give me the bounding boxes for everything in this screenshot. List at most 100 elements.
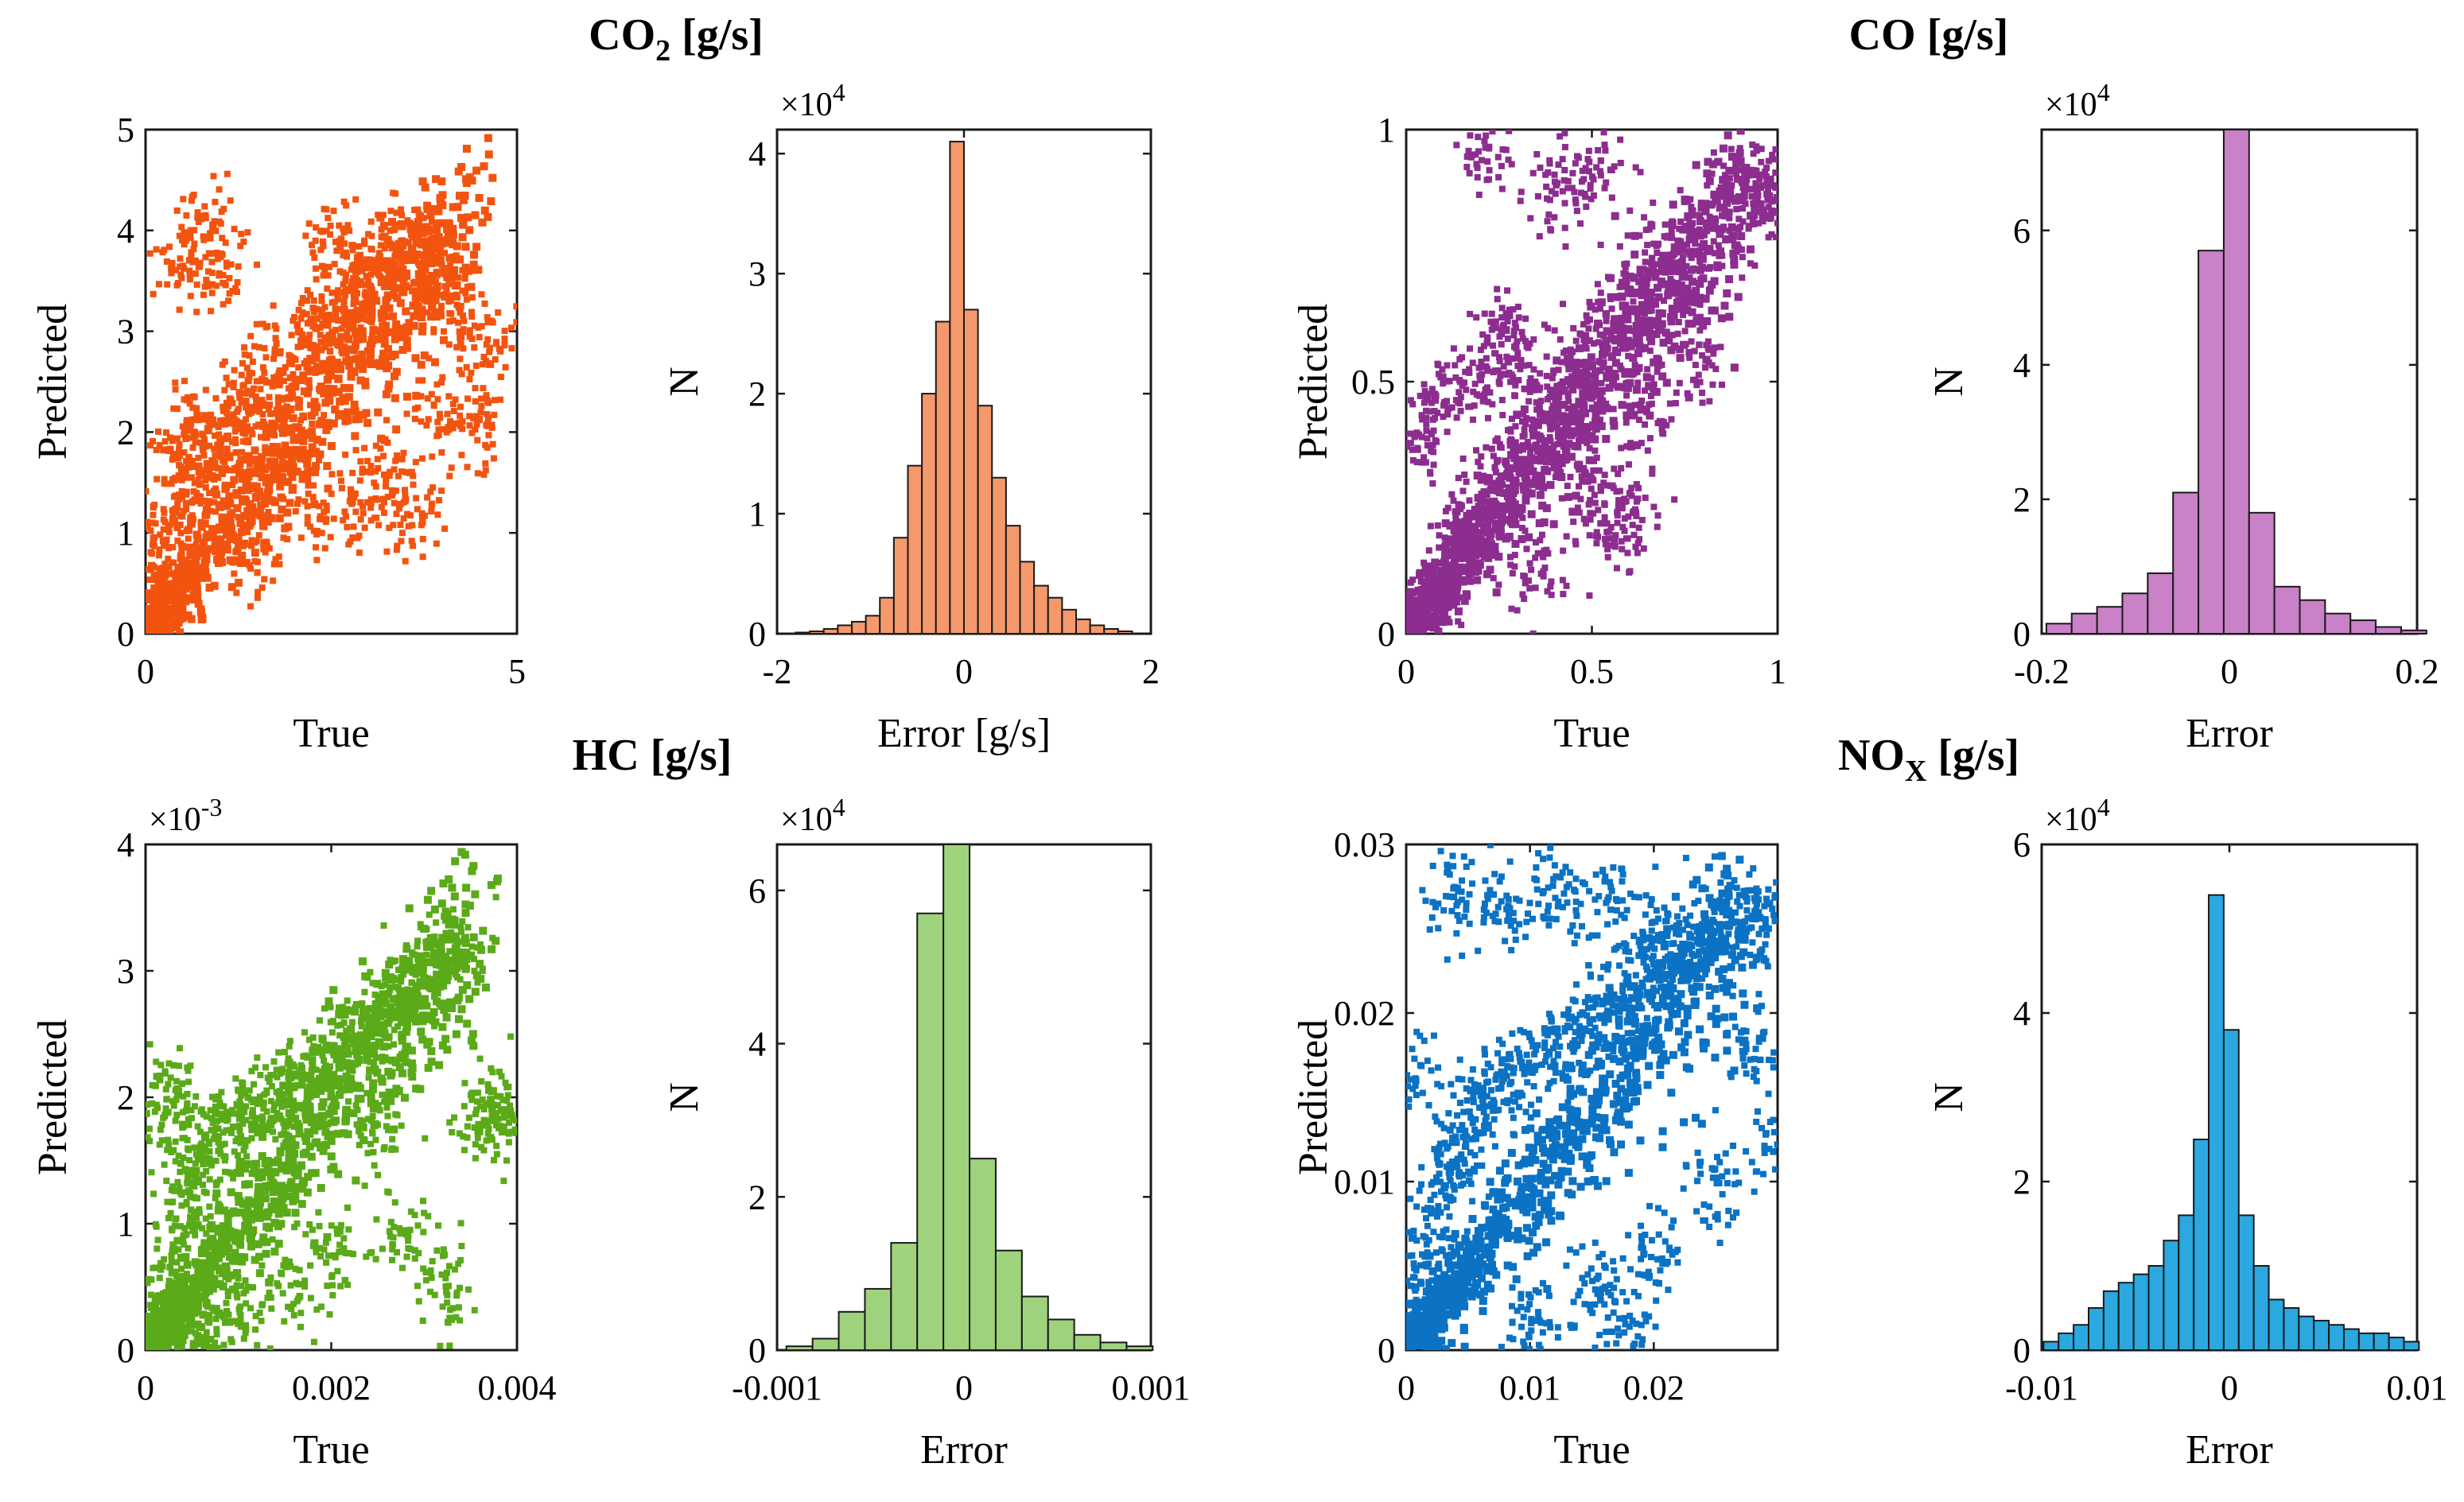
co2-scatter-point — [314, 344, 321, 351]
co-scatter-point — [1558, 436, 1567, 444]
co2-scatter-point — [383, 548, 391, 555]
co2-scatter-point — [172, 492, 179, 499]
co-scatter-point — [1520, 456, 1529, 464]
co-scatter-point — [1420, 381, 1428, 388]
co-scatter-point — [1693, 314, 1702, 323]
co-scatter-point — [1641, 214, 1648, 221]
co2-scatter-point — [472, 426, 479, 433]
co-scatter-point — [1533, 406, 1541, 413]
co-scatter-point — [1452, 534, 1460, 543]
co-scatter-point — [1761, 206, 1768, 213]
co2-scatter-point — [295, 375, 304, 384]
co-scatter-point — [1706, 265, 1713, 272]
co-scatter-point — [1654, 512, 1661, 519]
co2-scatter-point — [321, 304, 328, 311]
co2-scatter-point — [303, 429, 312, 437]
co2-scatter-point — [289, 413, 297, 422]
co-scatter-point — [1662, 378, 1671, 387]
co2-scatter-point — [273, 340, 280, 347]
co-scatter-point — [1420, 585, 1429, 594]
co2-scatter-point — [336, 305, 343, 312]
co-scatter-point — [1485, 508, 1494, 517]
co-scatter-point — [1632, 506, 1639, 513]
co-scatter-point — [1704, 157, 1712, 166]
co2-scatter-point — [308, 443, 317, 452]
co2-scatter-point — [165, 613, 173, 622]
co2-scatter-point — [278, 473, 287, 482]
co2-scatter-point — [379, 278, 387, 286]
co-scatter-point — [1514, 355, 1522, 362]
co2-scatter-point — [262, 426, 269, 433]
co2-scatter-point — [272, 475, 281, 483]
co-scatter-point — [1458, 535, 1467, 544]
co-scatter-point — [1706, 398, 1713, 405]
co2-scatter-point — [398, 324, 406, 333]
co2-scatter-point — [359, 465, 366, 472]
co2-scatter-point — [472, 243, 481, 251]
co-scatter-point — [1590, 379, 1599, 388]
co-scatter-point — [1654, 523, 1661, 530]
co2-scatter-point — [210, 475, 217, 483]
co2-scatter-point — [255, 588, 262, 596]
co2-scatter-point — [188, 498, 196, 505]
co-scatter-point — [1523, 545, 1530, 553]
co2-scatter-point — [291, 445, 300, 454]
co-scatter-point — [1644, 447, 1651, 454]
co-scatter-point — [1689, 278, 1697, 286]
co2-scatter-point — [226, 556, 235, 565]
co2-scatter-point — [309, 249, 317, 256]
co-scatter-point — [1452, 520, 1459, 527]
co2-scatter-point — [332, 311, 340, 318]
co2-scatter-point — [266, 457, 274, 466]
co2-scatter-point — [330, 208, 337, 215]
co2-scatter-point — [312, 265, 319, 272]
co-scatter-point — [1773, 197, 1778, 204]
co2-scatter-point — [485, 432, 492, 439]
co2-scatter-point — [146, 250, 154, 257]
co-scatter-point — [1430, 586, 1439, 595]
co-scatter-point — [1664, 291, 1673, 300]
co2-scatter-point — [454, 167, 463, 176]
co-scatter-point — [1471, 551, 1480, 560]
co-scatter-point — [1772, 146, 1778, 153]
co-scatter-point — [1467, 132, 1474, 139]
co-scatter-point — [1764, 196, 1771, 204]
co2-scatter-point — [208, 270, 216, 277]
co2-scatter-point — [449, 240, 457, 249]
co2-scatter-point — [223, 399, 230, 406]
co2-scatter-point — [404, 327, 413, 336]
co2-scatter-point — [257, 433, 264, 441]
co2-scatter-point — [200, 432, 207, 439]
co-scatter-point — [1431, 407, 1438, 414]
co-scatter-ylabel: Predicted — [1291, 304, 1336, 460]
co2-scatter-point — [363, 418, 372, 427]
co2-scatter-point — [208, 457, 216, 464]
co2-scatter-point — [229, 482, 236, 489]
co2-scatter-point — [185, 257, 192, 264]
co2-scatter-point — [185, 535, 192, 542]
co-scatter-point — [1565, 398, 1572, 405]
co2-scatter-point — [270, 302, 277, 309]
co-scatter-point — [1545, 324, 1552, 332]
co2-scatter-point — [484, 134, 492, 142]
co-scatter-point — [1417, 392, 1424, 399]
co2-scatter-point — [361, 281, 368, 289]
co-scatter-point — [1440, 558, 1449, 567]
co2-panel-title: CO2 [g/s] — [589, 10, 764, 68]
co2-scatter-point — [327, 231, 334, 238]
co2-scatter-point — [307, 343, 314, 351]
co-scatter-point — [1683, 285, 1692, 294]
co2-scatter-point — [227, 197, 234, 204]
co2-scatter-point — [319, 228, 326, 235]
co2-scatter-point — [448, 464, 455, 472]
co2-hist-bar — [795, 631, 811, 635]
co2-scatter-point — [453, 203, 462, 212]
co2-scatter-point — [288, 382, 297, 391]
co2-scatter-point — [297, 328, 304, 335]
co2-scatter-point — [218, 514, 227, 522]
co-scatter-point — [1425, 584, 1434, 592]
co2-scatter-point — [238, 475, 247, 483]
co2-scatter-point — [418, 515, 426, 522]
co2-scatter-point — [280, 369, 287, 376]
co2-hist-bar — [879, 596, 895, 635]
